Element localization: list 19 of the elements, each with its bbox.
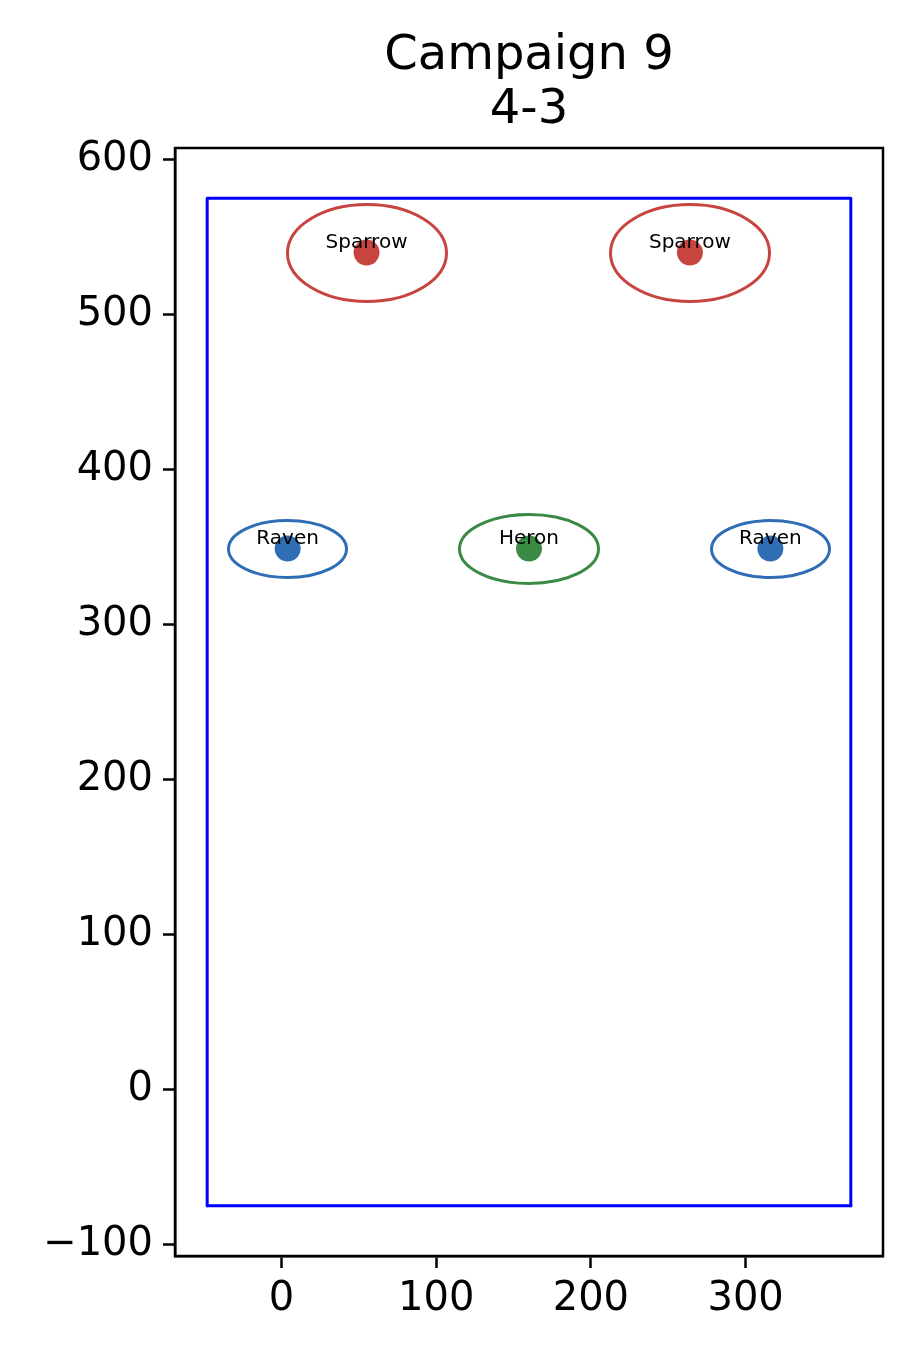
series-label: Sparrow <box>325 228 408 253</box>
chart-title: Campaign 9 <box>384 24 674 80</box>
x-tick-label: 100 <box>397 1273 475 1320</box>
text: Sparrow <box>648 228 731 253</box>
y-tick-label: 0 <box>127 1062 153 1109</box>
text: Raven <box>256 524 319 549</box>
y-tick-label: −100 <box>43 1217 153 1264</box>
y-tick-label: 300 <box>76 597 153 644</box>
y-tick-label: 500 <box>76 287 153 334</box>
x-tick-label: 200 <box>552 1273 630 1320</box>
y-tick-label: 600 <box>76 133 153 180</box>
series-label: Heron <box>498 524 560 549</box>
y-tick-label: 400 <box>76 442 153 489</box>
series-label: Raven <box>739 524 802 549</box>
x-tick-label: 0 <box>268 1273 295 1320</box>
y-tick-label: 200 <box>76 752 153 799</box>
chart-subtitle: 4-3 <box>489 78 569 134</box>
y-tick-label: 100 <box>76 907 153 954</box>
x-tick-label: 300 <box>707 1273 784 1320</box>
